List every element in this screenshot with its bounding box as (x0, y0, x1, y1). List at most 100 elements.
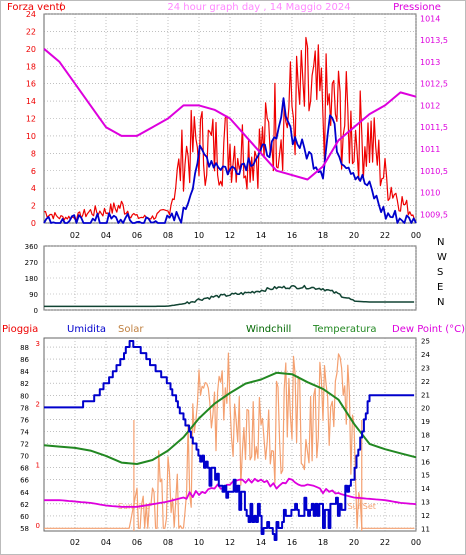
pressure-line (43, 48, 417, 181)
rain-tick-label: 2 (36, 401, 40, 409)
pressure-tick-label: 1009,5 (420, 210, 448, 219)
pressure-tick-label: 1013,5 (420, 36, 448, 45)
humidity-tick-label: 82 (20, 380, 29, 388)
temp-tick-label: 21 (421, 391, 430, 399)
wind-tick-label: 0 (31, 219, 36, 228)
wind-axis-title: Forza vento (7, 2, 66, 13)
legend-pioggia: Pioggia (2, 324, 38, 335)
legend-dewpoint: Dew Point (°C) (392, 324, 465, 335)
humidity-tick-label: 64 (20, 489, 29, 497)
compass-label: W (437, 252, 447, 263)
direction-tick-label: 360 (25, 243, 38, 251)
rain-tick-label: 3 (36, 340, 40, 348)
x-tick-label: 20 (349, 538, 359, 547)
temp-tick-label: 18 (421, 432, 430, 440)
x-tick-label: 20 (349, 231, 359, 240)
x-tick-label: 06 (132, 538, 142, 547)
legend-temperatura: Temperatura (312, 324, 377, 335)
pressure-tick-label: 1014 (420, 14, 440, 23)
pressure-tick-label: 1010,5 (420, 167, 448, 176)
humidity-tick-label: 60 (20, 513, 29, 521)
compass-label: E (437, 282, 443, 293)
humidity-tick-label: 74 (20, 428, 29, 436)
compass-label: N (437, 237, 444, 248)
wind-tick-label: 8 (31, 149, 36, 158)
temp-tick-label: 23 (421, 364, 430, 372)
humidity-tick-label: 84 (20, 368, 29, 376)
humidity-tick-label: 76 (20, 416, 29, 424)
humidity-tick-label: 58 (20, 525, 29, 533)
humidity-tick-label: 68 (20, 465, 29, 473)
rain-tick-label: 0 (36, 522, 40, 530)
temp-tick-label: 16 (421, 458, 430, 466)
x-tick-label: 12 (225, 231, 235, 240)
wind-tick-label: 16 (26, 80, 36, 89)
wind-axis-unit: ( (59, 2, 63, 13)
temp-tick-label: 19 (421, 418, 430, 426)
humidity-tick-label: 70 (20, 453, 29, 461)
wind-tick-label: 18 (26, 62, 36, 71)
wind-tick-label: 12 (26, 115, 36, 124)
wind-tick-label: 6 (31, 167, 36, 176)
x-tick-label: 04 (101, 231, 111, 240)
direction-tick-label: 270 (25, 259, 38, 267)
sunset-label: SunSet (348, 502, 376, 511)
wind-tick-label: 24 (26, 10, 36, 19)
solar-line (44, 352, 415, 529)
x-tick-label: 02 (70, 231, 80, 240)
humidity-tick-label: 66 (20, 477, 29, 485)
x-tick-label: 14 (256, 538, 266, 547)
wind-tick-label: 4 (31, 184, 36, 193)
pressure-tick-label: 1012,5 (420, 80, 448, 89)
x-tick-label: 08 (163, 231, 173, 240)
wind-gust-line (43, 36, 416, 221)
legend-solar: Solar (118, 324, 144, 335)
dewpoint-line (44, 477, 417, 508)
humidity-line (44, 340, 415, 541)
x-tick-label: 04 (101, 538, 111, 547)
wind-avg-line (43, 97, 417, 224)
humidity-tick-label: 88 (20, 344, 29, 352)
humidity-tick-label: 72 (20, 441, 29, 449)
x-tick-label: 10 (194, 231, 204, 240)
x-tick-label: 16 (287, 538, 297, 547)
temp-tick-label: 11 (421, 525, 430, 533)
temperature-line (43, 371, 417, 465)
humidity-tick-label: 78 (20, 404, 29, 412)
temp-tick-label: 13 (421, 499, 430, 507)
x-tick-label: 14 (256, 231, 266, 240)
legend-umidita: Umidita (67, 324, 106, 335)
chart-title: 24 hour graph day , 14 Maggio 2024 (167, 2, 350, 13)
temperature-panel: Pioggia Umidita Solar Windchill Temperat… (2, 324, 465, 547)
wind-tick-label: 14 (26, 97, 36, 106)
x-tick-label: 10 (194, 538, 204, 547)
pressure-axis-title: Pressione (393, 2, 441, 13)
x-tick-label: 22 (380, 538, 390, 547)
pressure-tick-label: 1013 (420, 58, 440, 67)
temp-tick-label: 14 (421, 485, 430, 493)
direction-tick-label: 180 (25, 275, 38, 283)
humidity-tick-label: 62 (20, 501, 29, 509)
temp-tick-label: 22 (421, 378, 430, 386)
direction-tick-label: 90 (29, 291, 38, 299)
compass-label: N (437, 297, 444, 308)
wind-pressure-panel: Forza vento ( 24 hour graph day , 14 Mag… (7, 2, 448, 240)
pressure-tick-label: 1011 (420, 145, 440, 154)
x-tick-label: 06 (132, 231, 142, 240)
pressure-tick-label: 1012 (420, 101, 440, 110)
wind-tick-label: 2 (31, 202, 36, 211)
temp-tick-label: 12 (421, 512, 430, 520)
temp-tick-label: 25 (421, 338, 430, 346)
direction-line (44, 284, 415, 308)
x-tick-label: 02 (70, 538, 80, 547)
x-tick-label: 18 (318, 538, 328, 547)
x-tick-label: 22 (380, 231, 390, 240)
pressure-tick-label: 1011,5 (420, 123, 448, 132)
x-tick-label: 12 (225, 538, 235, 547)
x-tick-label: 18 (318, 231, 328, 240)
temp-tick-label: 20 (421, 405, 430, 413)
